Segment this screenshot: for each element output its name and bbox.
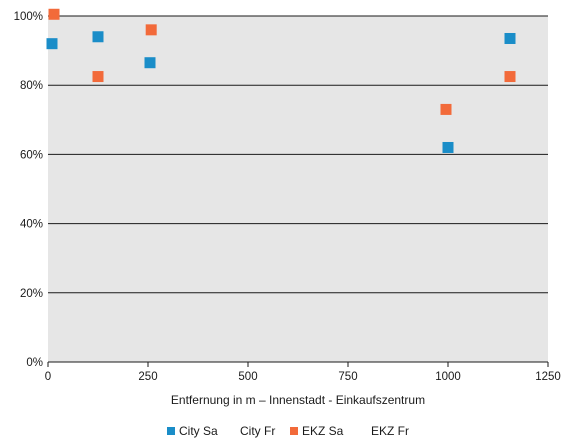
y-tick-label-3: 60% — [20, 149, 43, 161]
y-tick-label-2: 40% — [20, 219, 43, 231]
legend-label-ekz-fr: EKZ Fr — [371, 424, 409, 438]
x-tick-label-4: 1000 — [435, 371, 461, 383]
legend-label-ekz-sa: EKZ Sa — [302, 424, 344, 438]
legend-swatch-city-sa — [167, 427, 175, 435]
y-tick-label-1: 20% — [20, 288, 43, 300]
grid-lines — [48, 15, 548, 294]
point-city-sa-2 — [144, 57, 156, 69]
x-tick-labels: 0 250 500 750 1000 1250 — [45, 371, 561, 383]
data-points — [46, 8, 516, 153]
y-tick-labels: 0% 20% 40% 60% 80% 100% — [14, 11, 43, 369]
point-ekz-sa-1 — [92, 71, 104, 83]
plot-area — [48, 16, 548, 362]
x-tick-label-0: 0 — [45, 371, 51, 383]
point-city-sa-0 — [46, 38, 58, 50]
point-city-sa-1 — [92, 31, 104, 43]
y-tick-label-4: 80% — [20, 80, 43, 92]
legend: City Sa City Fr EKZ Sa EKZ Fr — [167, 424, 409, 438]
x-tick-label-1: 250 — [138, 371, 157, 383]
point-ekz-sa-0 — [48, 8, 60, 20]
legend-swatch-ekz-sa — [290, 427, 298, 435]
x-tick-label-3: 750 — [338, 371, 357, 383]
x-tick-label-2: 500 — [238, 371, 257, 383]
point-ekz-sa-4 — [504, 71, 516, 83]
axes — [47, 361, 549, 367]
point-ekz-sa-3 — [440, 103, 452, 115]
legend-label-city-fr: City Fr — [240, 424, 275, 438]
point-ekz-sa-2 — [145, 24, 157, 36]
legend-label-city-sa: City Sa — [179, 424, 218, 438]
y-tick-label-0: 0% — [26, 357, 43, 369]
x-axis-label: Entfernung in m – Innenstadt - Einkaufsz… — [171, 393, 425, 407]
x-tick-label-5: 1250 — [535, 371, 561, 383]
y-tick-label-5: 100% — [14, 11, 43, 23]
point-city-sa-4 — [504, 32, 516, 44]
point-city-sa-3 — [442, 141, 454, 153]
